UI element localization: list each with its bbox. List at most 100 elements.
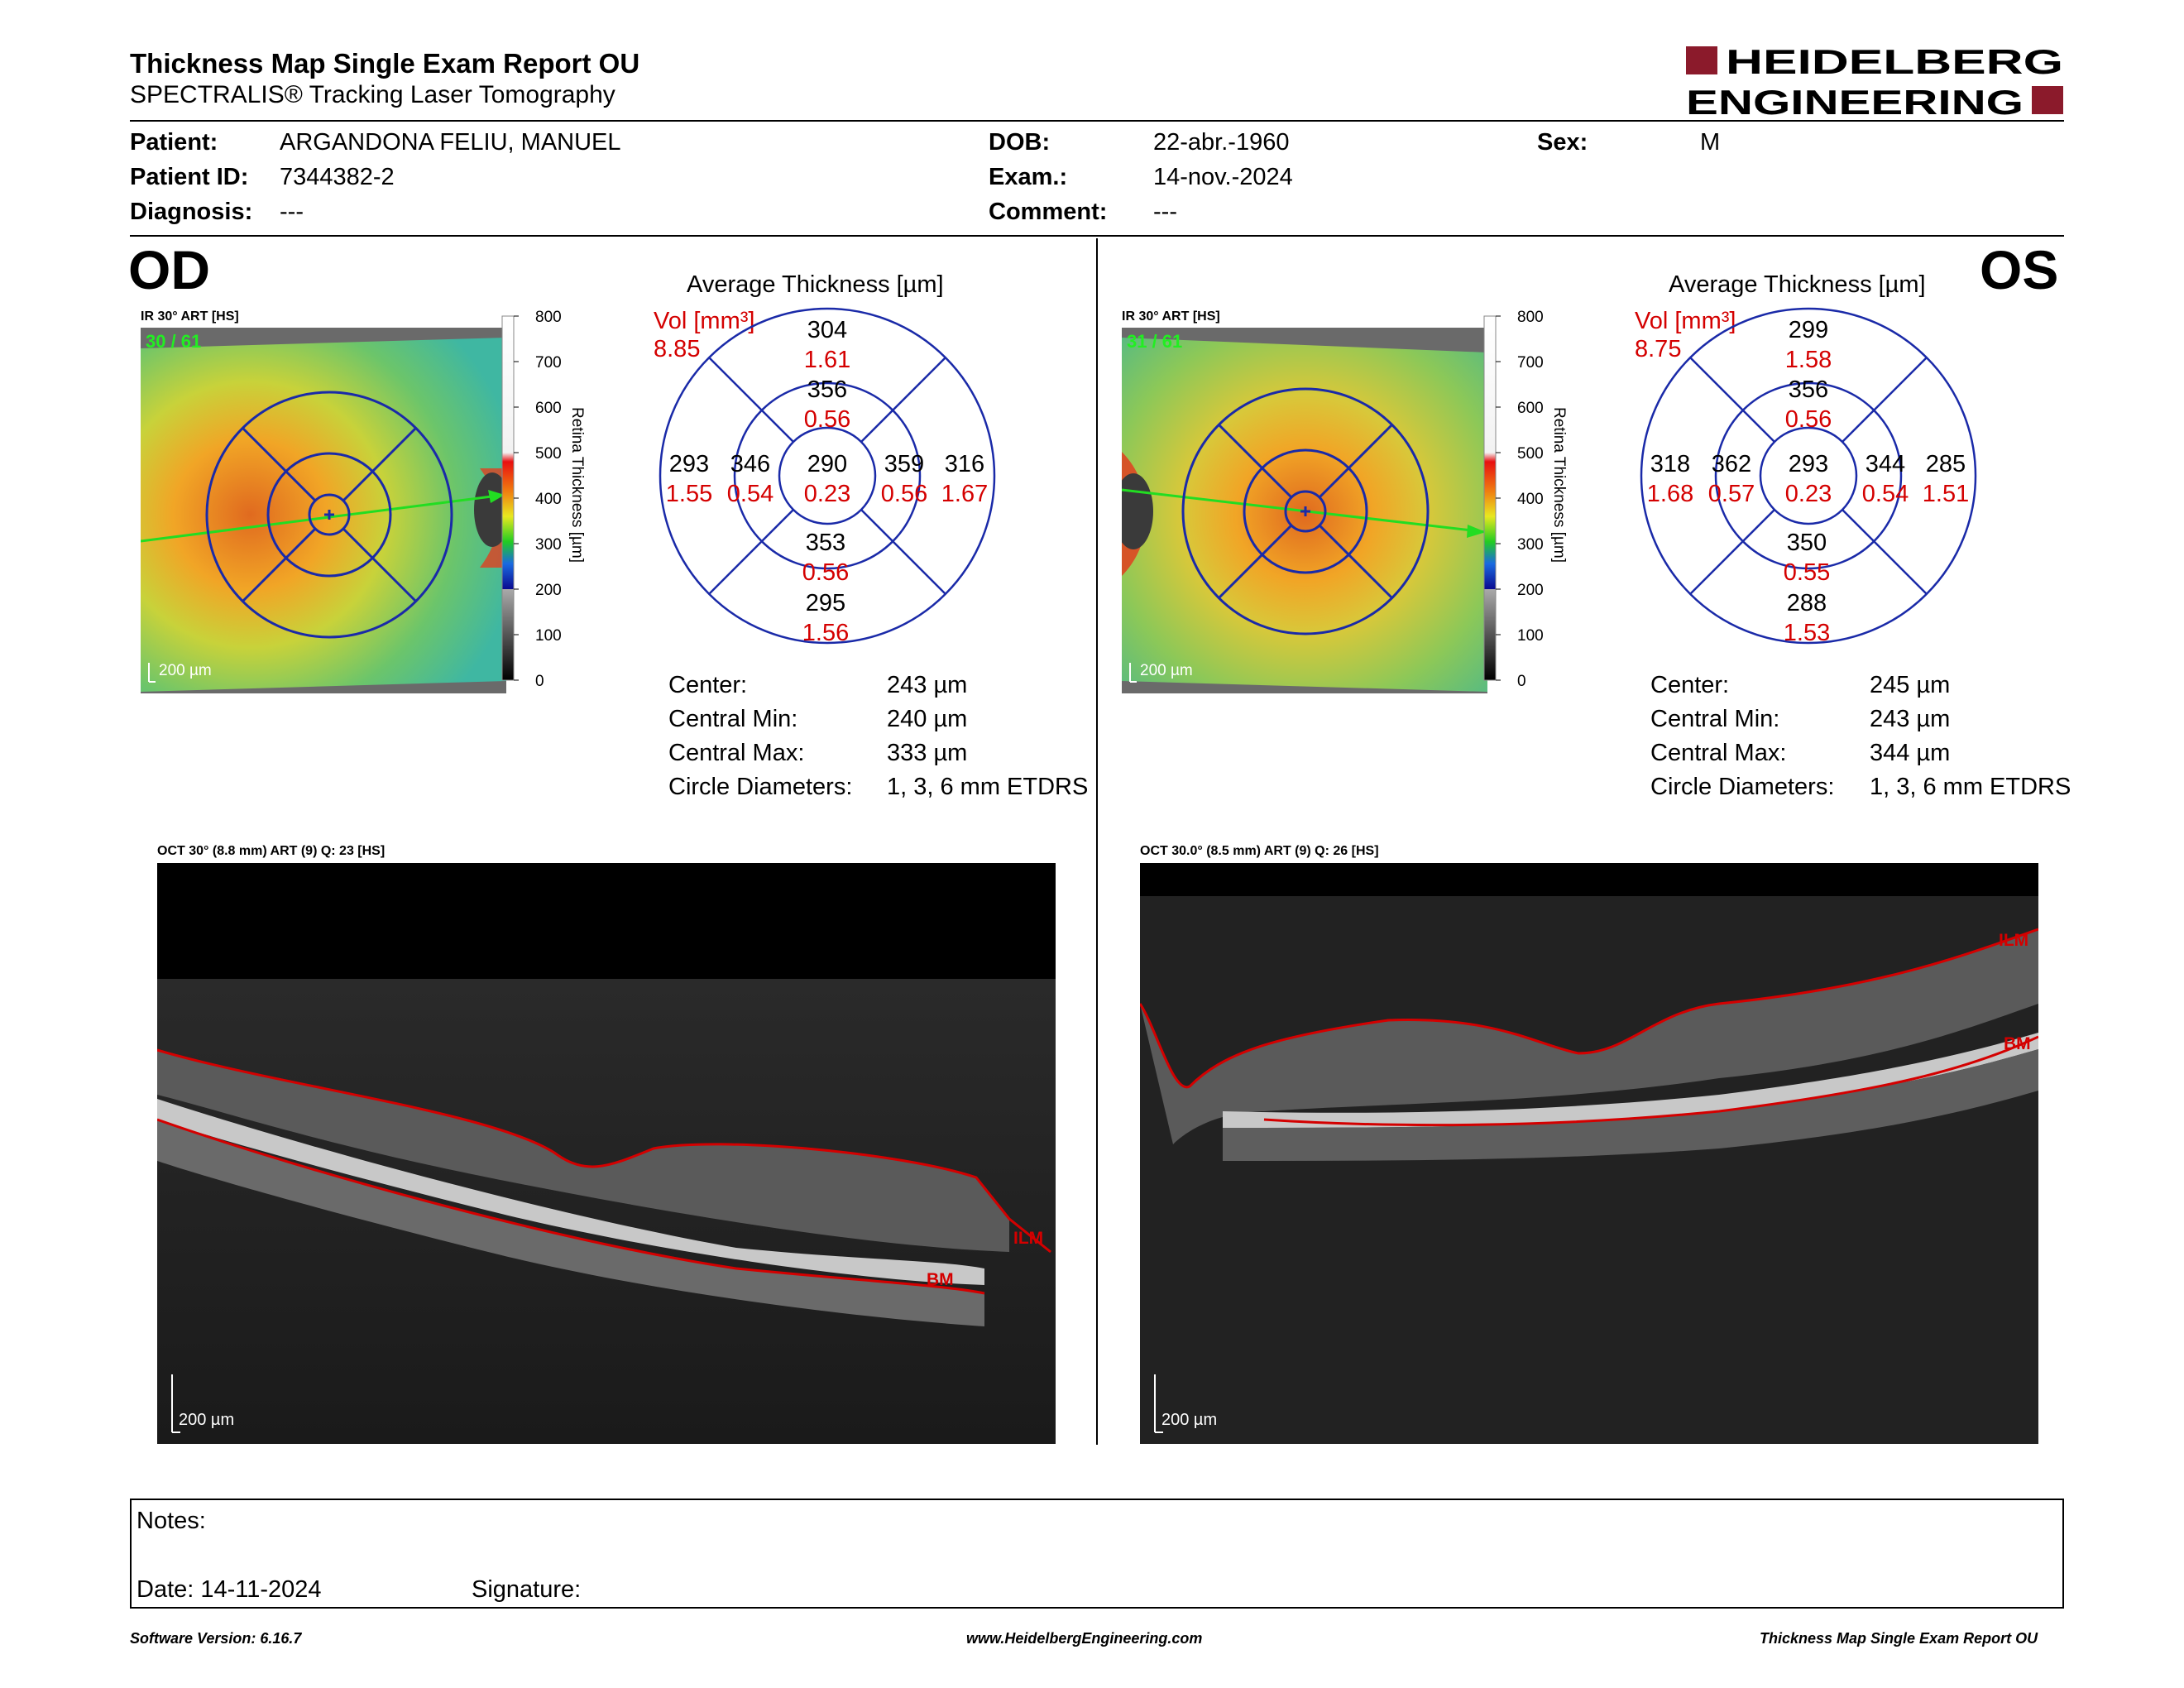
od-stat-value: 333 µm [887,740,968,766]
heidelberg-logo: HEIDELBERG ENGINEERING [1686,43,2063,119]
os-scale-tick: 500 [1517,445,1544,463]
od-scale-bar-label: 200 µm [159,662,212,679]
footer-report-name: Thickness Map Single Exam Report OU [1760,1630,2038,1647]
os-scale-tick: 600 [1517,400,1544,417]
od-stat-label: Central Max: [668,740,805,766]
os-outer-left-thickness: 318 [1650,451,1690,477]
report-title: Thickness Map Single Exam Report OU [130,48,640,79]
os-outer-superior-thickness: 299 [1789,317,1828,343]
od-scale-tick: 600 [535,400,562,417]
od-scale-tick: 800 [535,309,562,326]
od-stat-value: 240 µm [887,706,968,732]
eye-divider [1096,238,1098,1445]
od-stat-label: Central Min: [668,706,798,732]
os-inner-inferior-volume: 0.55 [1784,559,1830,586]
exam-label: Exam.: [989,164,1068,190]
od-oct-label: OCT 30° (8.8 mm) ART (9) Q: 23 [HS] [157,844,386,858]
website-link[interactable]: www.HeidelbergEngineering.com [966,1630,1203,1647]
od-thickness-map: 30 / 61 200 µm [141,328,506,693]
os-outer-inferior-volume: 1.53 [1784,620,1830,645]
od-stat-label: Circle Diameters: [668,774,853,800]
os-ir-label: IR 30° ART [HS] [1122,309,1220,324]
od-frame-counter: 30 / 61 [146,331,201,352]
od-outer-superior-volume: 1.61 [804,347,850,373]
notes-box[interactable] [130,1499,2064,1609]
os-scale-tick: 200 [1517,582,1544,599]
os-thickness-map: 31 / 61 200 µm [1122,328,1487,693]
report-subtitle: SPECTRALIS® Tracking Laser Tomography [130,81,615,108]
od-oct-scale-bar: 200 µm [179,1411,234,1429]
patient-id-label: Patient ID: [130,164,249,190]
date-label: Date: 14-11-2024 [136,1576,322,1603]
dob-value: 22-abr.-1960 [1153,129,1290,156]
os-etdrs-chart: 299 1.58 356 0.56 293 0.23 350 0.55 288 … [1640,307,1977,645]
od-inner-left-volume: 0.54 [727,481,774,507]
os-oct-bscan: ILM BM 200 µm [1140,863,2038,1444]
os-scale-tick: 0 [1517,673,1526,690]
od-scale-tick: 300 [535,536,562,554]
od-inner-right-thickness: 359 [884,451,924,477]
os-inner-inferior-thickness: 350 [1787,530,1827,556]
os-vol-label: Vol [mm³] [1635,308,1736,334]
os-stat-value: 245 µm [1870,672,1951,698]
od-outer-left-volume: 1.55 [666,481,712,507]
od-scale-tick: 100 [535,627,562,645]
os-scale-tick: 800 [1517,309,1544,326]
od-vol-value: 8.85 [654,336,701,362]
dob-label: DOB: [989,129,1051,156]
os-inner-superior-volume: 0.56 [1785,406,1832,433]
od-scale-tick: 0 [535,673,544,690]
od-center-thickness: 290 [807,451,847,477]
os-outer-right-thickness: 285 [1926,451,1966,477]
os-outer-inferior-thickness: 288 [1787,590,1827,616]
os-inner-left-volume: 0.57 [1708,481,1755,507]
os-stat-value: 1, 3, 6 mm ETDRS [1870,774,2071,800]
diagnosis-value: --- [280,199,304,225]
os-stat-label: Center: [1650,672,1730,698]
os-inner-right-volume: 0.54 [1862,481,1909,507]
software-version: Software Version: 6.16.7 [130,1630,302,1647]
od-chart-title: Average Thickness [µm] [687,271,944,298]
os-inner-superior-thickness: 356 [1789,376,1828,403]
od-scale-axis-label: Retina Thickness [µm] [568,407,586,563]
od-color-scale: 800 700 600 500 400 300 200 100 0 Retina… [501,309,586,690]
signature-label: Signature: [472,1576,582,1603]
od-scale-tick: 400 [535,491,562,508]
sex-label: Sex: [1537,129,1588,156]
notes-label: Notes: [136,1508,206,1534]
os-scale-tick: 400 [1517,491,1544,508]
os-stat-label: Central Max: [1650,740,1787,766]
od-outer-inferior-thickness: 295 [806,590,845,616]
od-bm-label: BM [927,1270,954,1289]
diagnosis-label: Diagnosis: [130,199,253,225]
os-stat-label: Circle Diameters: [1650,774,1835,800]
logo-text-line2: ENGINEERING [1686,83,2024,119]
od-ir-label: IR 30° ART [HS] [141,309,239,324]
od-inner-superior-volume: 0.56 [804,406,850,433]
os-outer-right-volume: 1.51 [1923,481,1969,507]
os-stat-label: Central Min: [1650,706,1780,732]
os-oct-scale-bar: 200 µm [1161,1411,1217,1429]
od-stat-value: 1, 3, 6 mm ETDRS [887,774,1089,800]
os-scale-tick: 100 [1517,627,1544,645]
os-stat-value: 243 µm [1870,706,1951,732]
od-ilm-label: ILM [1013,1229,1043,1248]
os-eye-label: OS [1980,239,2059,300]
od-center-volume: 0.23 [804,481,850,507]
os-scale-tick: 700 [1517,354,1544,372]
os-center-thickness: 293 [1789,451,1828,477]
os-center-volume: 0.23 [1785,481,1832,507]
os-scale-tick: 300 [1517,536,1544,554]
patient-divider [130,235,2064,237]
od-outer-right-thickness: 316 [945,451,984,477]
os-color-scale: 800 700 600 500 400 300 200 100 0 Retina… [1483,309,1568,690]
od-inner-inferior-thickness: 353 [806,530,845,556]
od-eye-label: OD [128,239,210,300]
comment-label: Comment: [989,199,1108,225]
os-inner-left-thickness: 362 [1712,451,1751,477]
od-scale-tick: 200 [535,582,562,599]
sex-value: M [1700,129,1721,156]
os-inner-right-thickness: 344 [1866,451,1905,477]
od-stat-label: Center: [668,672,748,698]
os-ilm-label: ILM [1999,931,2028,950]
